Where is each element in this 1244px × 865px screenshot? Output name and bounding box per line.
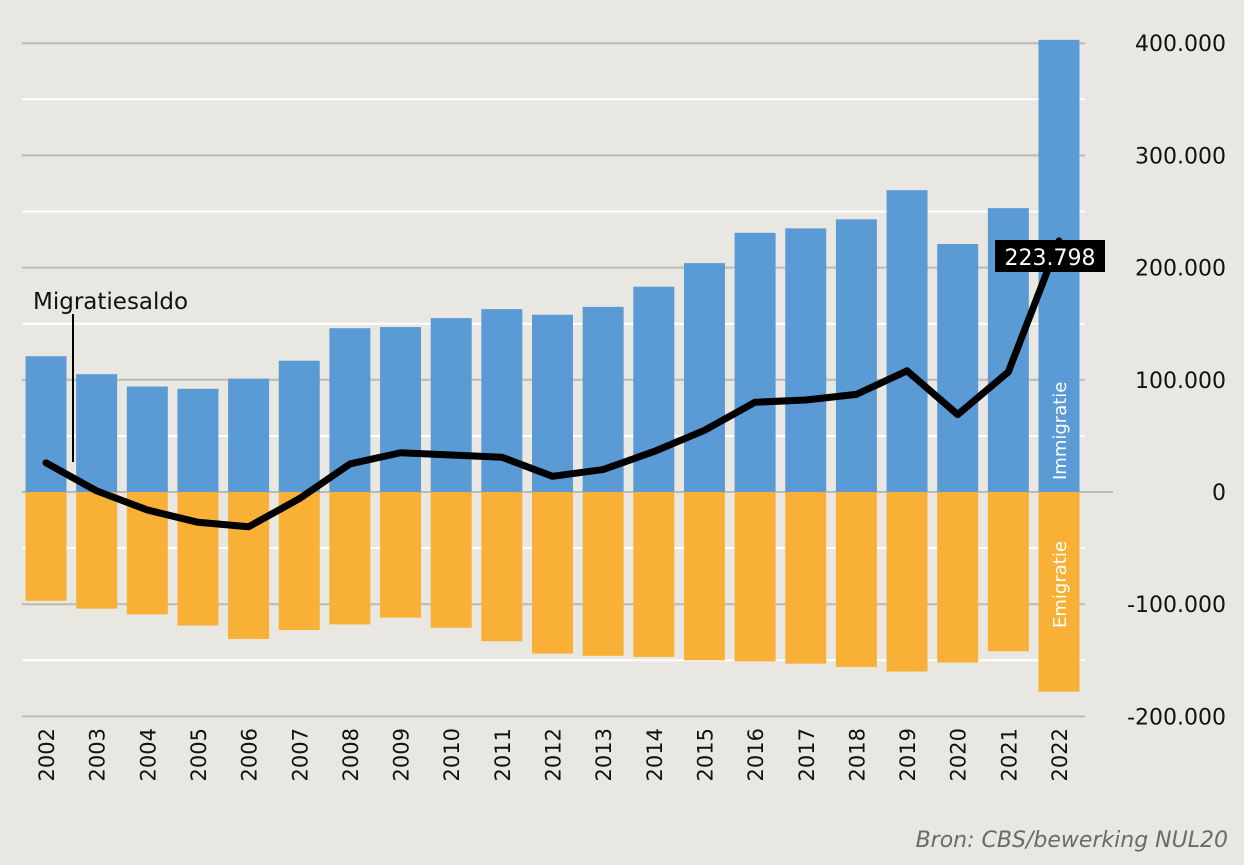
emigration-bar-2018 (835, 492, 877, 668)
callout-box (995, 240, 1105, 272)
y-axis-ticks: 400.000 300.000 200.000 100.000 0 -100.000 -20… (1127, 32, 1226, 730)
x-tick-label-2003: 2003 (86, 728, 110, 781)
x-tick-label-2007: 2007 (288, 728, 312, 781)
x-tick-label-2010: 2010 (440, 728, 464, 781)
immigration-bar-2020 (937, 244, 979, 492)
emigration-bar-2014 (633, 492, 675, 657)
emigration-bar-2011 (481, 492, 523, 642)
x-tick-label-2004: 2004 (136, 728, 160, 781)
y-tick-label: 0 (1212, 481, 1226, 506)
emigration-bar-2012 (532, 492, 573, 654)
emigration-bar-2002 (25, 492, 67, 601)
emigration-label: Emigratie (1050, 541, 1071, 628)
x-tick-label-2012: 2012 (542, 728, 566, 781)
x-axis-ticks: 2002 2003 2004 2005 2006 2007 2008 2009 2010 2011… (35, 728, 1072, 781)
bars (25, 39, 1080, 692)
immigration-label: Immigratie (1050, 382, 1071, 480)
emigration-bar-2007 (278, 492, 320, 631)
emigration-bar-2010 (430, 492, 472, 628)
emigration-bar-2005 (177, 492, 219, 626)
balance-line-layer (42, 237, 1063, 531)
x-tick-label-2019: 2019 (896, 728, 920, 781)
emigration-bar-2019 (886, 492, 928, 672)
emigration-bar-2020 (937, 492, 979, 663)
y-tick-label: -100.000 (1127, 593, 1226, 618)
callout-2022: 223.798 (995, 240, 1105, 272)
immigration-bar-2004 (126, 386, 168, 492)
emigration-bar-2006 (228, 492, 270, 639)
x-tick-label-2008: 2008 (339, 728, 363, 781)
source-note: Bron: CBS/bewerking NUL20 (915, 828, 1228, 853)
emigration-bar-2013 (582, 492, 624, 656)
y-tick-label: 400.000 (1135, 32, 1226, 57)
callout-value: 223.798 (1005, 246, 1096, 271)
emigration-bar-2017 (785, 492, 827, 664)
immigration-bar-2010 (430, 318, 472, 492)
emigration-bar-2008 (329, 492, 371, 625)
y-tick-label: 200.000 (1135, 257, 1226, 282)
immigration-bar-2019 (886, 190, 928, 492)
emigration-bar-2015 (683, 492, 725, 661)
emigration-bar-2003 (76, 492, 118, 609)
y-tick-label: 300.000 (1135, 144, 1226, 169)
y-tick-label: -200.000 (1127, 705, 1226, 730)
immigration-bar-2005 (177, 388, 219, 492)
x-tick-label-2015: 2015 (693, 728, 717, 781)
x-tick-label-2006: 2006 (238, 728, 262, 781)
x-tick-label-2017: 2017 (795, 728, 819, 781)
immigration-bar-2017 (785, 228, 827, 492)
immigration-bar-2012 (532, 314, 573, 492)
x-tick-label-2014: 2014 (643, 728, 667, 781)
x-tick-label-2021: 2021 (997, 728, 1021, 781)
x-tick-label-2016: 2016 (744, 728, 768, 781)
immigration-bar-2015 (683, 263, 725, 492)
immigration-bar-2009 (380, 327, 422, 492)
immigration-bar-2016 (734, 232, 776, 492)
immigration-bar-2007 (278, 360, 320, 492)
immigration-bar-2006 (228, 378, 270, 492)
y-tick-label: 100.000 (1135, 369, 1226, 394)
emigration-bar-2022 (1038, 492, 1080, 692)
x-tick-label-2009: 2009 (390, 728, 414, 781)
immigration-bar-2003 (76, 374, 118, 492)
immigration-bar-2018 (835, 219, 877, 492)
x-tick-label-2005: 2005 (187, 728, 211, 781)
x-tick-label-2020: 2020 (947, 728, 971, 781)
emigration-bar-2009 (380, 492, 422, 618)
emigration-bar-2016 (734, 492, 776, 662)
emigration-bar-2021 (987, 492, 1029, 652)
migratiesaldo-label: Migratiesaldo (33, 289, 188, 315)
x-tick-label-2013: 2013 (592, 728, 616, 781)
immigration-bar-2014 (633, 286, 675, 492)
x-tick-label-2018: 2018 (845, 728, 869, 781)
x-tick-label-2011: 2011 (491, 728, 515, 781)
x-tick-label-2022: 2022 (1048, 728, 1072, 781)
x-tick-label-2002: 2002 (35, 728, 59, 781)
